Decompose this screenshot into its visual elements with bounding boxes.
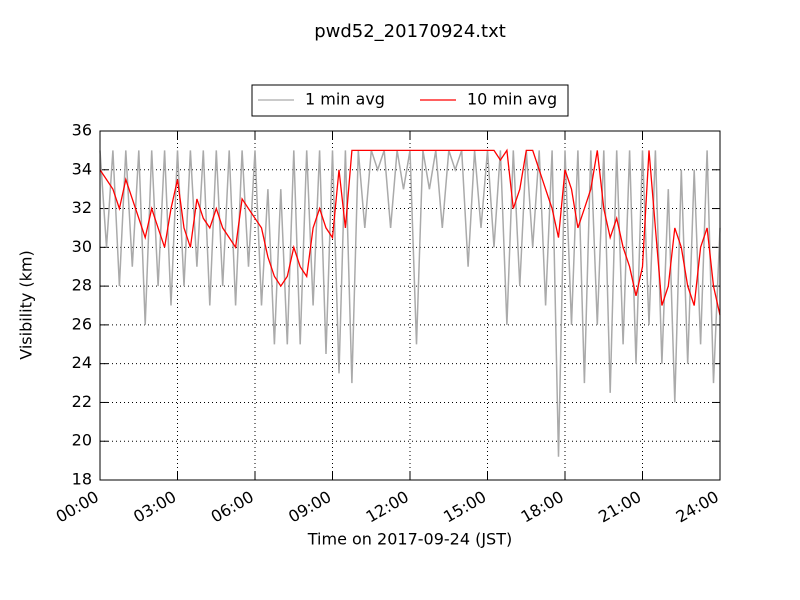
y-axis-label: Visibility (km) — [17, 250, 36, 359]
legend-label: 10 min avg — [467, 90, 557, 109]
chart-title: pwd52_20170924.txt — [314, 21, 506, 42]
legend-label: 1 min avg — [305, 90, 385, 109]
y-tick-label: 30 — [72, 237, 92, 256]
legend-box — [251, 84, 569, 117]
y-tick-label: 20 — [72, 431, 92, 450]
y-tick-label: 36 — [72, 121, 92, 140]
y-tick-label: 34 — [72, 159, 92, 178]
x-axis-label: Time on 2017-09-24 (JST) — [307, 530, 512, 549]
legend: 1 min avg 10 min avg — [251, 84, 569, 117]
y-tick-label: 26 — [72, 314, 92, 333]
y-tick-label: 24 — [72, 353, 92, 372]
y-tick-label: 18 — [72, 470, 92, 489]
data-line — [99, 148, 721, 316]
plot-frame — [99, 130, 721, 481]
y-tick-label: 22 — [72, 392, 92, 411]
y-tick-label: 32 — [72, 198, 92, 217]
y-tick-label: 28 — [72, 276, 92, 295]
